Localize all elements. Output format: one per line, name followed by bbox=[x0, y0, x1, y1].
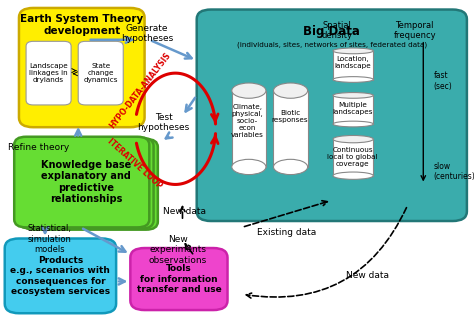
Ellipse shape bbox=[333, 93, 374, 98]
Text: slow
(centuries): slow (centuries) bbox=[434, 162, 474, 182]
FancyBboxPatch shape bbox=[5, 238, 116, 313]
FancyBboxPatch shape bbox=[78, 41, 123, 105]
FancyBboxPatch shape bbox=[18, 138, 154, 229]
Ellipse shape bbox=[333, 77, 374, 82]
Text: Multiple
landscapes: Multiple landscapes bbox=[332, 102, 373, 114]
Ellipse shape bbox=[273, 83, 308, 98]
Ellipse shape bbox=[333, 172, 374, 179]
Text: New data: New data bbox=[164, 207, 206, 216]
FancyBboxPatch shape bbox=[232, 91, 266, 167]
Text: fast
(sec): fast (sec) bbox=[434, 71, 453, 91]
Text: New data: New data bbox=[346, 271, 389, 280]
Text: Refine theory: Refine theory bbox=[8, 143, 70, 152]
Ellipse shape bbox=[333, 48, 374, 54]
Text: Continuous
local to global
coverage: Continuous local to global coverage bbox=[328, 148, 378, 167]
Text: Test
hypotheses: Test hypotheses bbox=[137, 113, 190, 132]
FancyArrowPatch shape bbox=[246, 208, 407, 298]
FancyBboxPatch shape bbox=[273, 91, 308, 167]
Text: Existing data: Existing data bbox=[257, 228, 316, 237]
Text: (individuals, sites, networks of sites, federated data): (individuals, sites, networks of sites, … bbox=[237, 41, 427, 48]
Ellipse shape bbox=[273, 159, 308, 175]
Text: Landscape
linkages in
drylands: Landscape linkages in drylands bbox=[29, 63, 68, 83]
Text: HYPO-DATA-ANALYSIS: HYPO-DATA-ANALYSIS bbox=[108, 51, 172, 130]
FancyBboxPatch shape bbox=[19, 8, 145, 127]
FancyBboxPatch shape bbox=[333, 139, 373, 176]
Text: Big Data: Big Data bbox=[303, 25, 360, 38]
Text: Products
e.g., scenarios with
consequences for
ecosystem services: Products e.g., scenarios with consequenc… bbox=[10, 256, 110, 296]
Ellipse shape bbox=[333, 135, 374, 143]
Text: Temporal
frequency: Temporal frequency bbox=[393, 20, 436, 40]
Text: State
change
dynamics: State change dynamics bbox=[83, 63, 118, 83]
Text: Knowledge base
explanatory and
predictive
relationships: Knowledge base explanatory and predictiv… bbox=[41, 160, 131, 204]
Text: Statistical,
simulation
models: Statistical, simulation models bbox=[28, 224, 72, 254]
FancyBboxPatch shape bbox=[14, 137, 149, 227]
FancyBboxPatch shape bbox=[23, 139, 158, 230]
FancyBboxPatch shape bbox=[130, 248, 228, 310]
FancyBboxPatch shape bbox=[197, 10, 467, 221]
Text: Spatial
density: Spatial density bbox=[321, 20, 352, 40]
FancyBboxPatch shape bbox=[333, 51, 373, 80]
Text: Tools
for information
transfer and use: Tools for information transfer and use bbox=[137, 264, 221, 294]
Text: Generate
hypotheses: Generate hypotheses bbox=[121, 24, 173, 43]
Ellipse shape bbox=[232, 159, 266, 175]
Ellipse shape bbox=[232, 83, 266, 98]
Ellipse shape bbox=[333, 121, 374, 127]
FancyBboxPatch shape bbox=[26, 41, 71, 105]
Text: Location,
landscape: Location, landscape bbox=[334, 56, 371, 68]
Text: New
experiments
observations: New experiments observations bbox=[149, 235, 207, 265]
Text: Climate,
physical,
socio-
econ
variables: Climate, physical, socio- econ variables bbox=[231, 104, 264, 138]
FancyBboxPatch shape bbox=[333, 95, 373, 124]
Text: Biotic
responses: Biotic responses bbox=[272, 110, 309, 122]
Text: ITERATIVE LOOP: ITERATIVE LOOP bbox=[106, 137, 164, 190]
Text: Earth System Theory
development: Earth System Theory development bbox=[20, 14, 144, 36]
